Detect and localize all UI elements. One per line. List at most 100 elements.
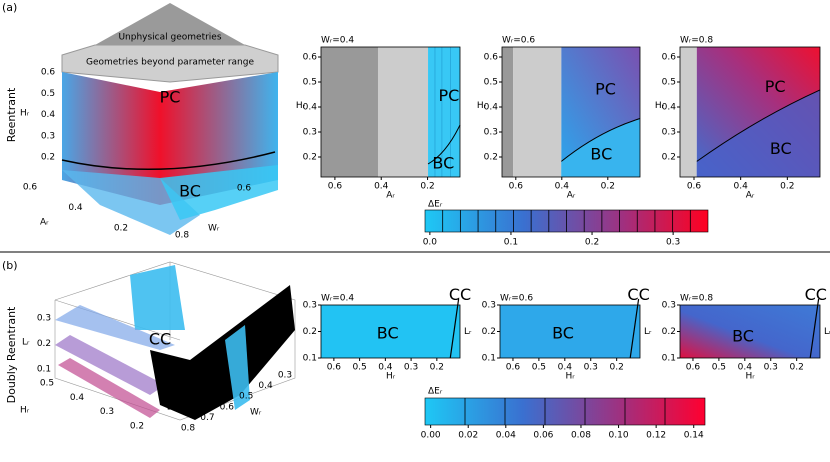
y-tick-label: 0.3	[303, 128, 317, 138]
row-label: Reentrant	[5, 87, 18, 142]
x-axis-label: Hᵣ	[745, 372, 755, 382]
y-tick-label: 0.2	[303, 153, 317, 163]
colorbar-tick-label: 0.06	[533, 431, 553, 441]
y-tick-label: 0.2	[303, 327, 317, 337]
region-label: CC	[149, 330, 171, 349]
tick-label: 0.7	[200, 413, 214, 423]
region-label: BC	[590, 144, 612, 163]
region	[321, 47, 378, 177]
region-label: BC	[552, 324, 574, 343]
x-tick-label: 0.2	[601, 182, 615, 192]
x-tick-label: 0.2	[430, 363, 444, 373]
x-tick-label: 0.6	[686, 363, 701, 373]
x-tick-label: 0.6	[328, 182, 343, 192]
y-tick-label: 0.1	[303, 354, 317, 364]
tick-label: 0.2	[130, 422, 144, 432]
region	[321, 305, 460, 358]
colorbar-label: ΔEᵣ	[428, 200, 443, 210]
surface-face	[62, 72, 160, 205]
region	[377, 47, 429, 177]
y-tick-label: 0.6	[662, 53, 677, 63]
tick-label: 0.5	[239, 392, 253, 402]
y-tick-label: 0.5	[662, 78, 676, 88]
y-tick-label: 0.2	[482, 327, 496, 337]
y-axis-label: Hᵣ	[477, 101, 487, 111]
axis-label: Wᵣ	[250, 408, 262, 418]
tick-label: 0.3	[41, 131, 55, 141]
tick-label: 0.2	[114, 224, 128, 234]
y-tick-label: 0.4	[303, 103, 318, 113]
x-tick-label: 0.2	[610, 363, 624, 373]
region-label: PC	[765, 77, 786, 96]
x-axis-label: Hᵣ	[565, 372, 575, 382]
region-label: BC	[732, 326, 754, 345]
y-axis-label: Lᵣ	[824, 327, 830, 337]
colorbar-tick-label: 0.02	[458, 431, 478, 441]
x-tick-label: 0.3	[584, 363, 598, 373]
y-tick-label: 0.5	[484, 78, 498, 88]
boundary-line	[629, 298, 640, 359]
y-axis-label: Lᵣ	[464, 327, 472, 337]
region-label: Unphysical geometries	[118, 33, 221, 43]
colorbar-tick-label: 0.04	[496, 431, 516, 441]
tick-label: 0.6	[237, 184, 252, 194]
region-label: CC	[449, 285, 471, 304]
y-tick-label: 0.6	[484, 53, 499, 63]
region-label: PC	[595, 79, 616, 98]
slice-plot: 0.6 0.5 0.4 0.3 0.2 0.1 0.2 0.3 Wᵣ=0.4 Hᵣ Lᵣ BC CC	[303, 285, 472, 382]
y-tick-label: 0.1	[662, 354, 676, 364]
region	[680, 47, 697, 177]
slice-title: Wᵣ=0.8	[680, 294, 713, 304]
x-axis-label: Aᵣ	[746, 191, 755, 201]
colorbar-tick-label: 0.10	[609, 431, 629, 441]
tick-label: 0.3	[37, 314, 51, 324]
slice-title: Wᵣ=0.6	[500, 294, 533, 304]
colorbar-b	[424, 397, 706, 426]
axis-label: Hᵣ	[20, 109, 30, 119]
colorbar-tick-label: 0.2	[585, 238, 599, 248]
x-tick-label: 0.6	[509, 182, 524, 192]
x-tick-label: 0.5	[712, 363, 726, 373]
colorbar-label: ΔEᵣ	[428, 387, 443, 397]
region	[502, 47, 514, 177]
region-label: BC	[432, 154, 454, 173]
colorbar-tick-label: 0.0	[423, 238, 438, 248]
y-tick-label: 0.3	[662, 128, 676, 138]
x-tick-label: 0.2	[780, 182, 794, 192]
x-tick-label: 0.4	[738, 363, 753, 373]
x-axis-label: Hᵣ	[386, 372, 396, 382]
colorbar-tick-label: 0.12	[646, 431, 666, 441]
boundary-line	[449, 298, 460, 359]
x-tick-label: 0.4	[374, 182, 389, 192]
tick-label: 0.3	[278, 371, 292, 381]
y-tick-label: 0.6	[303, 53, 318, 63]
tick-label: 0.2	[41, 153, 55, 163]
colorbar-tick-label: 0.14	[684, 431, 704, 441]
y-tick-label: 0.2	[484, 153, 498, 163]
axis-label: Aᵣ	[40, 218, 49, 228]
region	[696, 89, 820, 177]
x-tick-label: 0.4	[558, 363, 573, 373]
boundary-line	[696, 89, 821, 162]
surface-a	[61, 3, 279, 235]
region	[428, 47, 460, 177]
x-axis-label: Aᵣ	[567, 191, 576, 201]
surface-b	[54, 261, 296, 421]
surface-sheet	[225, 325, 250, 410]
x-tick-label: 0.5	[352, 363, 366, 373]
region-label: CC	[627, 285, 649, 304]
slice-title: Wᵣ=0.4	[321, 36, 354, 46]
tick-label: 0.5	[41, 89, 55, 99]
slice-plot: 0.6 0.5 0.4 0.3 0.2 0.1 0.2 0.3 Wᵣ=0.8 Hᵣ Lᵣ BC CC	[662, 285, 830, 382]
tick-label: 0.4	[258, 381, 273, 391]
region-label: BC	[179, 182, 201, 201]
tick-label: 0.6	[220, 402, 235, 412]
tick-label: 0.4	[68, 203, 83, 213]
y-tick-label: 0.5	[303, 78, 317, 88]
axis-label: Wᵣ	[208, 224, 220, 234]
y-axis-label: Hᵣ	[655, 101, 665, 111]
surface-sheet	[130, 265, 185, 330]
